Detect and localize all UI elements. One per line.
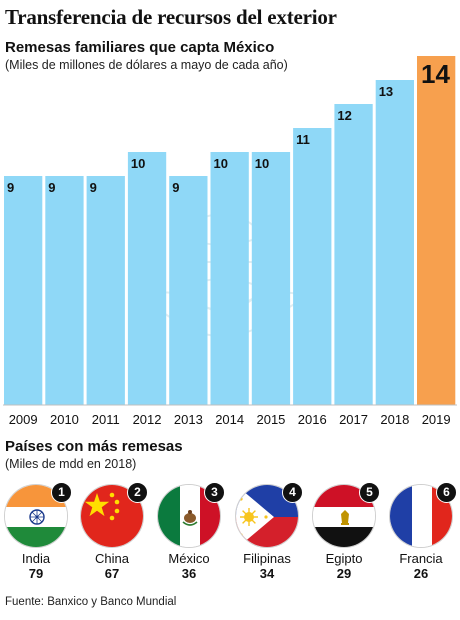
- x-tick-label: 2013: [174, 412, 203, 427]
- bar-value-label: 11: [296, 132, 310, 147]
- bar-value-label: 13: [379, 84, 393, 99]
- country-item-mexico: 3 México 36: [153, 482, 225, 581]
- bar-value-label: 10: [214, 156, 228, 171]
- bar-2009: [4, 176, 43, 405]
- x-tick-label: 2016: [298, 412, 327, 427]
- country-value: 79: [28, 566, 44, 581]
- x-tick-label: 2009: [9, 412, 38, 427]
- country-ranking-list: 1 India 79 2 China 67: [0, 482, 460, 586]
- country-name: Francia: [399, 551, 443, 566]
- country-item-egypt: 5 Egipto 29: [308, 482, 380, 581]
- chart-subtitle: Remesas familiares que capta México: [5, 39, 275, 56]
- country-value: 26: [413, 566, 429, 581]
- bar-2011: [86, 176, 125, 405]
- bar-value-label: 9: [90, 180, 97, 195]
- country-item-philippines: 4 Filipinas 34: [231, 482, 303, 581]
- chart-title: Transferencia de recursos del exterior: [5, 5, 337, 29]
- source-note: Fuente: Banxico y Banco Mundial: [5, 596, 177, 608]
- chart-units-note: (Miles de millones de dólares a mayo de …: [5, 58, 288, 72]
- x-tick-label: 2019: [422, 412, 451, 427]
- rank-badge: 2: [127, 482, 148, 503]
- country-item-france: 6 Francia 26: [385, 482, 457, 581]
- ranking-title: Países con más remesas: [5, 438, 183, 455]
- bar-2015: [251, 152, 291, 405]
- country-name: Egipto: [325, 551, 363, 566]
- country-value: 67: [104, 566, 120, 581]
- bar-value-label: 12: [337, 108, 351, 123]
- bar-2016: [293, 128, 332, 405]
- bar-2014: [210, 152, 249, 405]
- country-item-india: 1 India 79: [0, 482, 72, 581]
- mexico-flag-icon: [157, 484, 221, 548]
- bar-value-label: 9: [172, 180, 179, 195]
- country-name: Filipinas: [243, 551, 291, 566]
- bar-value-label: 10: [255, 156, 269, 171]
- bar-value-label: 9: [7, 180, 14, 195]
- country-name: China: [95, 551, 129, 566]
- country-value: 36: [181, 566, 197, 581]
- x-tick-label: 2011: [92, 412, 120, 427]
- bar-value-label: 10: [131, 156, 145, 171]
- rank-badge: 4: [282, 482, 303, 503]
- ranking-units-note: (Miles de mdd en 2018): [5, 457, 137, 471]
- x-tick-label: 2018: [380, 412, 409, 427]
- bar-2012: [127, 152, 167, 405]
- bar-value-label: 14: [421, 59, 450, 89]
- rank-badge: 6: [436, 482, 457, 503]
- rank-badge: 5: [359, 482, 380, 503]
- bar-value-label: 9: [48, 180, 55, 195]
- bar-2018: [375, 80, 414, 405]
- rank-badge: 1: [51, 482, 72, 503]
- country-value: 34: [259, 566, 275, 581]
- x-tick-label: 2014: [215, 412, 244, 427]
- country-name: México: [168, 551, 210, 566]
- x-tick-label: 2015: [256, 412, 285, 427]
- bar-2019: [417, 56, 456, 405]
- bar-2017: [334, 104, 373, 405]
- country-value: 29: [336, 566, 352, 581]
- country-item-china: 2 China 67: [76, 482, 148, 581]
- rank-badge: 3: [204, 482, 225, 503]
- x-tick-label: 2010: [50, 412, 79, 427]
- bar-chart: 9 2009 9 2010 9 2011 10 2012 9 2013 10 2014 10 2015 11…: [3, 56, 457, 427]
- country-name: India: [21, 551, 51, 566]
- x-tick-label: 2012: [133, 412, 162, 427]
- bar-2013: [169, 176, 208, 405]
- bar-2010: [45, 176, 84, 405]
- x-tick-label: 2017: [339, 412, 368, 427]
